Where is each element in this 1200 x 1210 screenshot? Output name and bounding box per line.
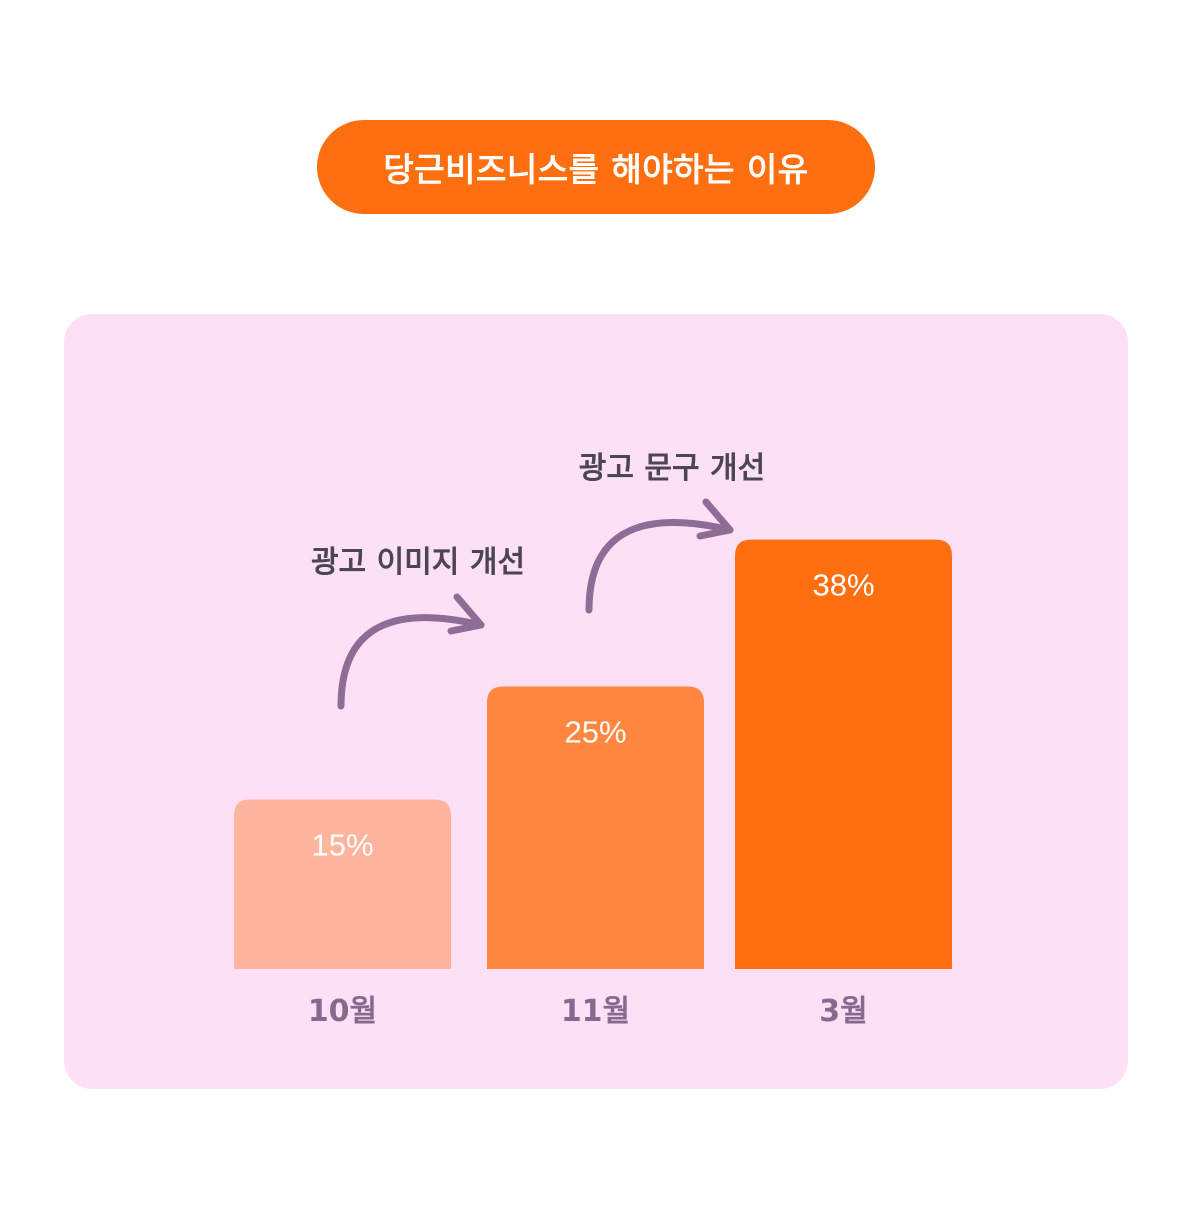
value-label-3: 38% bbox=[812, 568, 874, 603]
category-label-1: 10월 bbox=[308, 994, 377, 1029]
annotation-label-2: 광고 문구 개선 bbox=[579, 451, 766, 486]
bar-2 bbox=[487, 686, 704, 969]
annotation-arrowhead-2 bbox=[696, 498, 734, 540]
value-label-1: 15% bbox=[311, 828, 373, 863]
value-label-2: 25% bbox=[564, 715, 626, 750]
title-badge: 당근비즈니스를 해야하는 이유 bbox=[317, 120, 875, 214]
bar-3 bbox=[735, 539, 952, 969]
bar-1 bbox=[234, 799, 451, 969]
category-label-3: 3월 bbox=[819, 994, 867, 1029]
annotation-arrow-1 bbox=[337, 614, 485, 710]
category-label-2: 11월 bbox=[561, 994, 630, 1029]
annotation-arrowhead-1 bbox=[447, 593, 485, 635]
page-title: 당근비즈니스를 해야하는 이유 bbox=[383, 150, 809, 189]
annotation-label-1: 광고 이미지 개선 bbox=[311, 545, 525, 580]
annotation-arrow-2 bbox=[585, 519, 734, 614]
